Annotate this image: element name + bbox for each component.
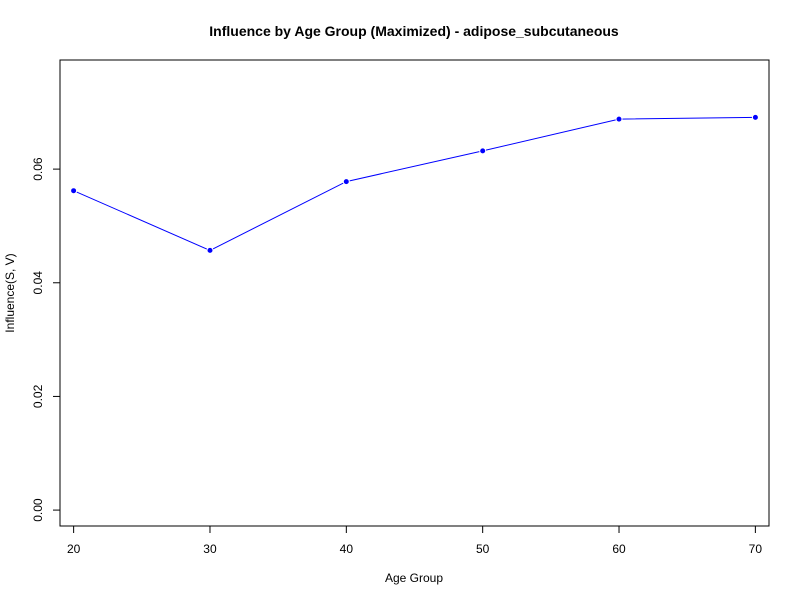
x-tick-label: 20 [67,542,81,556]
x-tick-label: 70 [749,542,763,556]
data-point [615,115,623,123]
x-axis-label: Age Group [385,571,443,585]
y-axis-label: Influence(S, V) [3,253,17,332]
x-tick-label: 30 [203,542,217,556]
x-tick-label: 40 [340,542,354,556]
y-axis: 0.00 0.02 0.04 0.06 [31,157,61,522]
x-axis: 20 30 40 50 60 70 [67,525,763,556]
data-point [206,246,214,254]
y-tick-label: 0.04 [31,271,45,295]
x-tick-label: 50 [476,542,490,556]
data-point [70,187,78,195]
data-series [70,113,759,254]
data-point [479,147,487,155]
plot-area-border [59,59,770,527]
data-point [342,178,350,186]
series-line [73,116,756,251]
y-tick-label: 0.06 [31,157,45,181]
y-tick-label: 0.00 [31,498,45,522]
chart-title: Influence by Age Group (Maximized) - adi… [209,23,619,39]
y-tick-label: 0.02 [31,384,45,408]
x-tick-label: 60 [612,542,626,556]
data-point [751,113,759,121]
